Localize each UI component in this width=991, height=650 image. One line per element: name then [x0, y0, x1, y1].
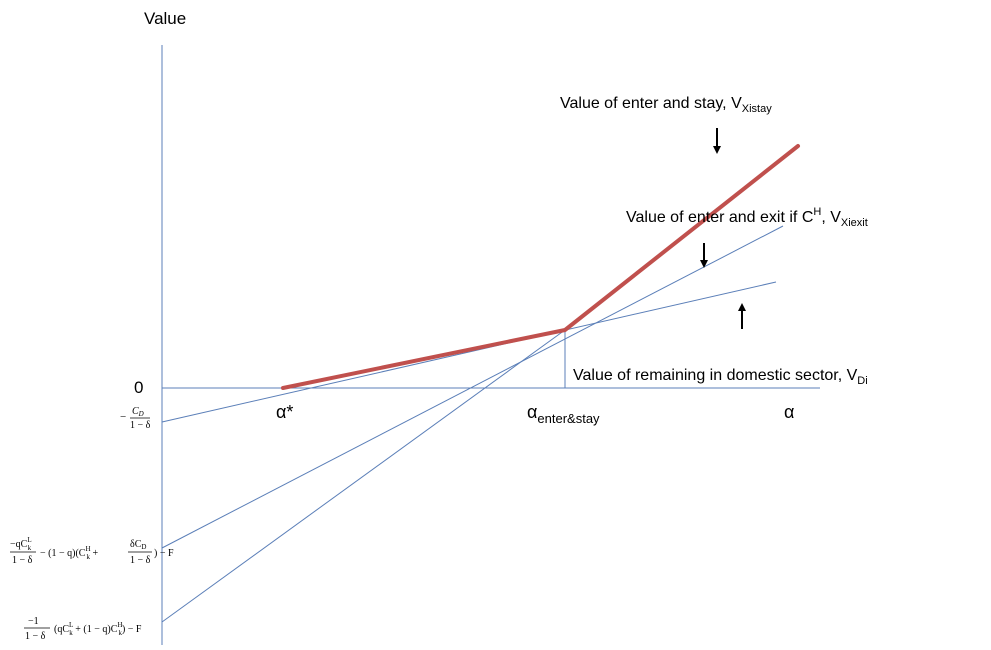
exit-annotation: Value of enter and exit if CH, VXiexit — [626, 206, 868, 229]
domestic-line — [161, 281, 777, 423]
svg-text:− (1 − q)(CHk +: − (1 − q)(CH k + — [40, 545, 99, 561]
formula-cd-intercept: − CD 1 − δ — [120, 406, 151, 431]
x-axis-title: α — [784, 402, 794, 422]
zero-label: 0 — [134, 378, 143, 397]
alpha-star-label: α* — [276, 402, 293, 422]
exit-line — [161, 225, 784, 549]
formula-stay-intercept: −1 1 − δ (qCL k + (1 − q)CH k) − F — [24, 616, 142, 642]
svg-text:1 − δ: 1 − δ — [25, 631, 46, 642]
formula-exit-intercept: −qCL k 1 − δ − (1 − q)(CH k + δCD 1 − δ ) … — [10, 536, 174, 566]
svg-text:−: − — [120, 411, 126, 423]
y-axis-title: Value — [144, 9, 186, 28]
stay-line — [161, 329, 566, 623]
svg-text:1 − δ: 1 − δ — [130, 555, 151, 566]
stay-annotation: Value of enter and stay, VXistay — [560, 95, 772, 115]
domestic-annotation: Value of remaining in domestic sector, V… — [573, 367, 868, 387]
svg-text:CD: CD — [132, 406, 144, 418]
svg-text:) − F: ) − F — [154, 548, 174, 559]
svg-text:δCD: δCD — [130, 539, 146, 551]
alpha-enter-stay-label: αenter&stay — [527, 402, 600, 426]
svg-text:1 − δ: 1 − δ — [130, 420, 151, 431]
value-envelope-line — [281, 144, 800, 390]
svg-text:−1: −1 — [28, 616, 39, 627]
svg-text:1 − δ: 1 − δ — [12, 555, 33, 566]
